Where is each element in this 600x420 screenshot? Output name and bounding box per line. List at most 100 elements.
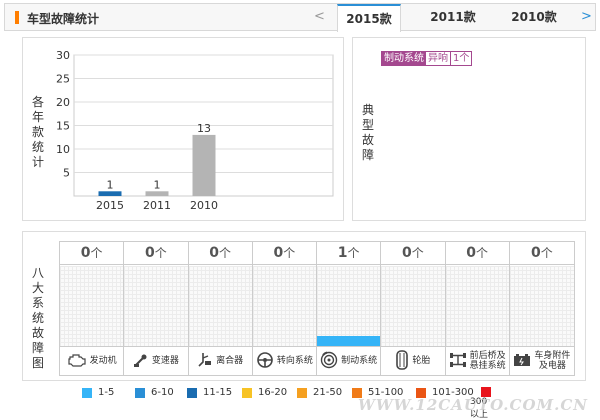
legend-swatch bbox=[481, 387, 491, 397]
clutch-icon bbox=[197, 352, 213, 371]
engine-icon bbox=[67, 353, 87, 370]
system-column[interactable]: 0个变速器 bbox=[124, 242, 189, 375]
y-tick-label-30: 30 bbox=[56, 49, 70, 62]
system-column[interactable]: 0个前后桥及 悬挂系统 bbox=[445, 242, 510, 375]
data-label-2015: 1 bbox=[107, 178, 114, 191]
system-count: 0个 bbox=[445, 242, 509, 265]
system-count: 0个 bbox=[509, 242, 574, 265]
eight-systems-label: 八大系统故障图 bbox=[31, 266, 44, 370]
system-name: 发动机 bbox=[89, 356, 117, 366]
system-count-value: 0 bbox=[530, 245, 541, 261]
system-count-value: 0 bbox=[144, 245, 155, 261]
battery-icon bbox=[513, 353, 531, 370]
system-bar-area bbox=[317, 266, 381, 346]
legend-item: 16-20 bbox=[242, 387, 287, 398]
system-count-value: 0 bbox=[401, 245, 412, 261]
legend-label: 101-300 bbox=[432, 387, 474, 398]
system-count-value: 0 bbox=[273, 245, 284, 261]
system-count-unit: 个 bbox=[347, 246, 360, 260]
system-bar bbox=[317, 336, 381, 346]
typical-fault-label: 典型故障 bbox=[361, 103, 374, 162]
system-footer: 前后桥及 悬挂系统 bbox=[445, 346, 509, 375]
fault-tag[interactable]: 制动系统 异响 1个 bbox=[381, 51, 473, 66]
legend-item: 101-300 bbox=[416, 387, 474, 398]
bar-2011 bbox=[145, 191, 169, 196]
system-count: 0个 bbox=[381, 242, 445, 265]
system-column[interactable]: 0个 发动机 bbox=[60, 242, 125, 375]
tab-2015[interactable]: 2015款 bbox=[337, 4, 401, 32]
system-column[interactable]: 0个离合器 bbox=[188, 242, 253, 375]
y-tick-label-5: 5 bbox=[63, 167, 70, 180]
system-name: 转向系统 bbox=[276, 356, 313, 366]
brake-disc-icon bbox=[320, 351, 338, 372]
x-tick-label-2010: 2010 bbox=[190, 199, 218, 212]
legend-label: 16-20 bbox=[258, 387, 288, 398]
legend-swatch bbox=[297, 387, 307, 398]
system-count-unit: 个 bbox=[283, 246, 296, 260]
watermark: WWW.12CAUTO.COM.CN bbox=[357, 396, 588, 414]
system-name: 变速器 bbox=[151, 356, 179, 366]
system-count-value: 1 bbox=[337, 245, 348, 261]
system-bar-area bbox=[381, 266, 445, 346]
legend-swatch bbox=[187, 387, 197, 398]
system-footer: 车身附件 及电器 bbox=[509, 346, 574, 375]
system-name: 制动系统 bbox=[341, 356, 378, 366]
system-footer: 制动系统 bbox=[317, 346, 381, 375]
page-title: 车型故障统计 bbox=[27, 12, 100, 26]
fault-type: 异响 bbox=[426, 52, 451, 65]
typical-fault-panel bbox=[352, 37, 586, 221]
system-bar-area bbox=[124, 266, 188, 346]
system-column[interactable]: 0个轮胎 bbox=[381, 242, 446, 375]
legend-item: 1-5 bbox=[82, 387, 114, 398]
legend-label: 300以上 bbox=[470, 397, 489, 420]
yearly-stats-label: 各年款统计 bbox=[31, 95, 44, 169]
tire-icon bbox=[395, 349, 409, 373]
system-count-unit: 个 bbox=[475, 246, 488, 260]
system-footer: 轮胎 bbox=[381, 346, 445, 375]
next-arrow-button[interactable]: > bbox=[581, 9, 592, 24]
system-column[interactable]: 0个车身附件 及电器 bbox=[509, 242, 574, 375]
y-tick-label-15: 15 bbox=[56, 120, 70, 133]
legend-swatch bbox=[352, 387, 362, 398]
legend-label: 51-100 bbox=[368, 387, 404, 398]
legend-item: 11-15 bbox=[187, 387, 232, 398]
bar-2015 bbox=[98, 191, 122, 196]
system-bar-area bbox=[509, 266, 574, 346]
legend-swatch bbox=[242, 387, 252, 398]
system-bar-area bbox=[252, 266, 316, 346]
legend-swatch bbox=[82, 387, 92, 398]
system-name: 离合器 bbox=[216, 356, 244, 366]
system-name: 轮胎 bbox=[412, 356, 431, 366]
system-bar-area bbox=[188, 266, 252, 346]
yearly-stats-panel bbox=[22, 37, 344, 221]
legend-label: 21-50 bbox=[313, 387, 343, 398]
system-count-unit: 个 bbox=[154, 246, 167, 260]
system-column[interactable]: 0个转向系统 bbox=[252, 242, 317, 375]
header-bar: 车型故障统计 < 2015款 2011款 2010款 > bbox=[4, 3, 596, 32]
legend-swatch bbox=[135, 387, 145, 398]
prev-arrow-button[interactable]: < bbox=[314, 9, 325, 24]
system-count-value: 0 bbox=[80, 245, 91, 261]
legend-item: 300以上 bbox=[470, 387, 491, 420]
x-tick-label-2011: 2011 bbox=[143, 199, 171, 212]
system-column[interactable]: 1个制动系统 bbox=[317, 242, 382, 375]
system-footer: 离合器 bbox=[188, 346, 252, 375]
fault-system: 制动系统 bbox=[382, 52, 426, 65]
legend-swatch bbox=[416, 387, 426, 398]
x-tick-label-2015: 2015 bbox=[96, 199, 124, 212]
system-count: 0个 bbox=[188, 242, 252, 265]
tab-2011[interactable]: 2011款 bbox=[430, 10, 476, 24]
system-bar-area bbox=[60, 266, 124, 346]
data-label-2010: 13 bbox=[197, 122, 211, 135]
axle-icon bbox=[449, 352, 467, 371]
system-count: 0个 bbox=[124, 242, 188, 265]
eight-systems-grid: 0个 发动机 0个 变速器 0个 离合器 0个 转向系统 1个 制动系统 0个 轮胎 0个 前后桥及 悬挂系… bbox=[59, 241, 575, 376]
legend-label: 1-5 bbox=[98, 387, 115, 398]
y-tick-label-25: 25 bbox=[56, 73, 70, 86]
tab-2010[interactable]: 2010款 bbox=[511, 10, 557, 24]
y-tick-label-10: 10 bbox=[56, 143, 70, 156]
system-bar-area bbox=[445, 266, 509, 346]
title-accent bbox=[15, 11, 19, 24]
gearbox-icon bbox=[133, 352, 149, 371]
steering-wheel-icon bbox=[256, 351, 274, 372]
